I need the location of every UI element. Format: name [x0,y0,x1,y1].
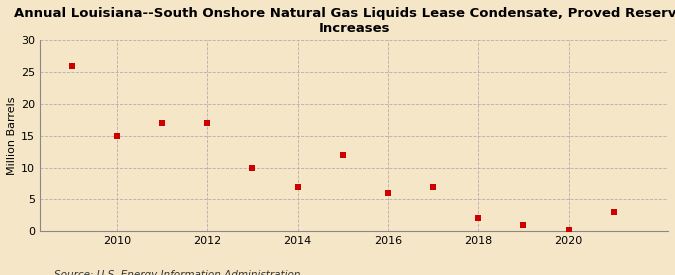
Point [66,64,77,68]
Point [473,216,484,221]
Point [608,210,619,214]
Y-axis label: Million Barrels: Million Barrels [7,97,17,175]
Title: Annual Louisiana--South Onshore Natural Gas Liquids Lease Condensate, Proved Res: Annual Louisiana--South Onshore Natural … [14,7,675,35]
Point [428,185,439,189]
Point [292,185,303,189]
Point [202,121,213,125]
Point [338,153,348,157]
Point [518,223,529,227]
Point [157,121,167,125]
Point [383,191,394,195]
Text: Source: U.S. Energy Information Administration: Source: U.S. Energy Information Administ… [54,271,300,275]
Point [111,134,122,138]
Point [563,228,574,232]
Point [247,165,258,170]
